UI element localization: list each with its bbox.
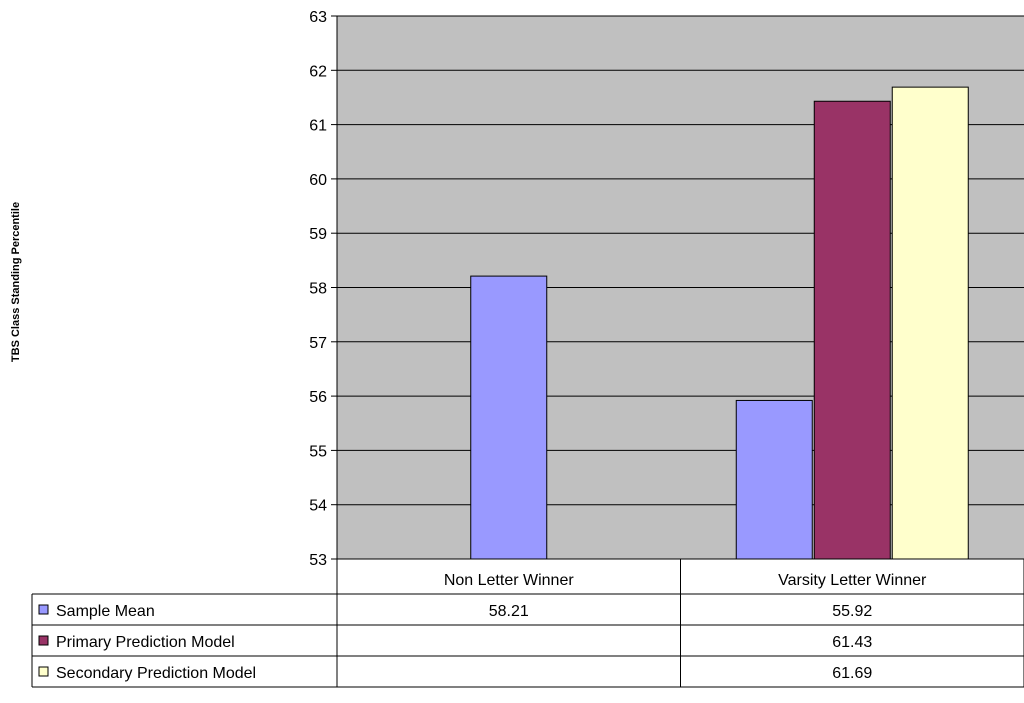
series-name: Secondary Prediction Model bbox=[56, 665, 256, 682]
series-name: Sample Mean bbox=[56, 603, 155, 620]
data-label: 58.21 bbox=[489, 603, 529, 620]
bar bbox=[813, 100, 891, 560]
legend-key bbox=[38, 604, 49, 615]
bar bbox=[470, 275, 548, 560]
y-tick-label: 55 bbox=[309, 443, 327, 460]
y-tick-label: 57 bbox=[309, 335, 327, 352]
data-label: 55.92 bbox=[832, 603, 872, 620]
y-tick-label: 61 bbox=[309, 118, 327, 135]
y-tick-label: 56 bbox=[309, 389, 327, 406]
legend-key bbox=[38, 635, 49, 646]
y-tick-label: 58 bbox=[309, 281, 327, 298]
category-label: Varsity Letter Winner bbox=[778, 572, 927, 589]
bars bbox=[470, 86, 969, 560]
data-label: 61.69 bbox=[832, 665, 872, 682]
y-tick-label: 54 bbox=[309, 498, 327, 515]
data-label: 61.43 bbox=[832, 634, 872, 651]
legend-key bbox=[38, 666, 49, 677]
data-table: Non Letter Winner Varsity Letter Winner Sa… bbox=[31, 559, 1024, 688]
bar bbox=[891, 86, 969, 560]
y-tick-label: 62 bbox=[309, 63, 327, 80]
y-tick-label: 60 bbox=[309, 172, 327, 189]
y-tick-label: 53 bbox=[309, 552, 327, 569]
y-tick-label: 59 bbox=[309, 226, 327, 243]
series-name: Primary Prediction Model bbox=[56, 634, 235, 651]
y-tick-label: 63 bbox=[309, 9, 327, 26]
y-axis-label: TBS Class Standing Percentile bbox=[10, 202, 22, 362]
category-label: Non Letter Winner bbox=[444, 572, 575, 589]
bar bbox=[735, 399, 813, 560]
y-tick-labels: 53 54 55 56 57 58 59 60 61 62 63 bbox=[309, 9, 327, 569]
